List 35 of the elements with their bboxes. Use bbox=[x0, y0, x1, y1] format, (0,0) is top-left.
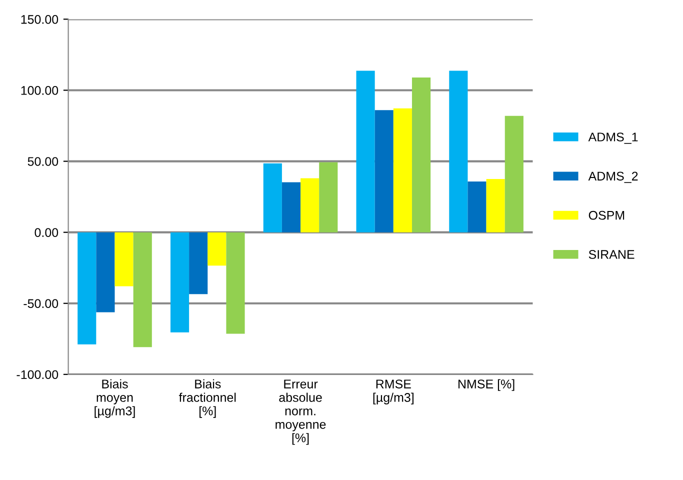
bar bbox=[374, 110, 394, 232]
legend-label: ADMS_2 bbox=[588, 172, 638, 183]
bar bbox=[319, 162, 338, 232]
x-tick-label: NMSE [%] bbox=[458, 379, 514, 391]
bar bbox=[208, 232, 226, 266]
x-tick-label: Biais fractionnel [%] bbox=[178, 379, 236, 418]
bar bbox=[300, 178, 320, 232]
legend-label: OSPM bbox=[588, 210, 624, 220]
bar bbox=[449, 70, 468, 232]
bar bbox=[356, 70, 375, 232]
y-tick-label: 50.00 bbox=[28, 157, 58, 166]
bar bbox=[468, 181, 486, 232]
x-tick-label: Biais moyen [µg/m3] bbox=[94, 379, 135, 418]
bar bbox=[504, 116, 524, 232]
bar bbox=[133, 232, 152, 348]
bar bbox=[263, 163, 282, 232]
bar bbox=[486, 179, 505, 232]
bar bbox=[412, 77, 431, 232]
bar bbox=[170, 232, 190, 332]
bar bbox=[226, 232, 245, 334]
bar bbox=[282, 182, 301, 232]
y-tick-label: -50.00 bbox=[24, 299, 58, 308]
x-tick-label: Erreur absolue norm. moyenne [%] bbox=[276, 380, 326, 445]
bar bbox=[189, 232, 208, 294]
bar bbox=[78, 232, 96, 344]
y-tick-label: 0.00 bbox=[34, 228, 58, 237]
legend-label: ADMS_1 bbox=[588, 132, 638, 144]
y-tick-label: 100.00 bbox=[21, 86, 58, 95]
bar bbox=[96, 232, 115, 312]
y-tick-label: 150.00 bbox=[21, 15, 58, 24]
y-tick-label: -100.00 bbox=[16, 370, 58, 380]
x-tick-label: RMSE [µg/m3] bbox=[373, 380, 414, 404]
legend-label: SIRANE bbox=[588, 250, 634, 259]
bar bbox=[393, 108, 412, 232]
bar bbox=[114, 232, 134, 286]
